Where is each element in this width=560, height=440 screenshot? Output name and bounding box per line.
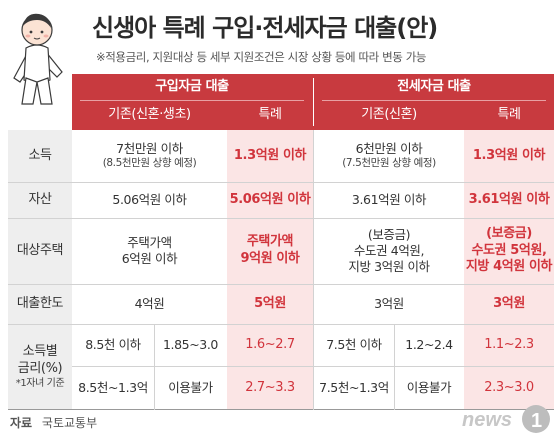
house-lease-special: (보증금) 수도권 5억원, 지방 4억원 이하 — [464, 218, 554, 284]
news1-logo: news 1 — [462, 405, 550, 433]
source-line: 자료 국토교통부 — [10, 414, 97, 431]
cell-text: 수도권 5억원, — [471, 242, 547, 258]
column-divider — [154, 324, 155, 410]
rate-lease-special-1: 1.1~2.3 — [464, 324, 554, 366]
cell-note: *1자녀 기준 — [15, 378, 65, 390]
lease-base-header: 기존(신혼) — [361, 106, 417, 122]
assets-lease-special: 3.61억원 이하 — [464, 182, 554, 218]
cell-text: (보증금) — [367, 226, 411, 242]
row-label-assets: 자산 — [8, 182, 72, 218]
purchase-special-header: 특례 — [258, 106, 282, 122]
income-purchase-special: 1.3억원 이하 — [227, 130, 313, 182]
rate-purchase-special-2: 2.7~3.3 — [227, 366, 313, 410]
cell-text: (보증금) — [486, 225, 532, 241]
limit-purchase-base: 4억원 — [134, 295, 165, 311]
logo-number: 1 — [531, 410, 542, 432]
column-divider — [313, 130, 314, 410]
cell-text: 지방 3억원 이하 — [348, 259, 430, 275]
limit-lease-base: 3억원 — [374, 295, 404, 311]
header-divider — [80, 100, 304, 101]
income-purchase-base: 7천만원 이하 (8.5천만원 상향 예정) — [72, 130, 227, 182]
cell-text: 7천만원 이하 — [116, 141, 183, 157]
house-lease-base: (보증금) 수도권 4억원, 지방 3억원 이하 — [314, 218, 464, 284]
row-label-rate: 소득별 금리(%) *1자녀 기준 — [8, 324, 72, 410]
cell-text: 6천만원 이하 — [355, 141, 423, 157]
cell-note: (8.5천만원 상향 예정) — [102, 157, 197, 170]
rate-lease-income-2: 7.5천~1.3억 — [319, 379, 389, 395]
cell-note: (7.5천만원 상향 예정) — [342, 157, 436, 170]
row-label-loan-limit: 대출한도 — [8, 284, 72, 324]
logo-circle — [522, 405, 550, 433]
rate-purchase-special-1: 1.6~2.7 — [227, 324, 313, 366]
cell-text: 주택가액 — [127, 234, 172, 250]
row-divider — [8, 182, 554, 183]
purchase-base-header: 기존(신혼·생초) — [108, 106, 191, 122]
lease-loan-header: 전세자금 대출 — [397, 78, 471, 94]
logo-text: news — [462, 409, 512, 431]
source-value: 국토교통부 — [41, 416, 98, 430]
row-divider — [8, 218, 554, 219]
rate-purchase-income-1: 8.5천 이하 — [85, 336, 141, 352]
purchase-loan-header: 구입자금 대출 — [155, 78, 229, 94]
house-purchase-special: 주택가액 9억원 이하 — [227, 218, 313, 284]
cell-text: 9억원 이하 — [240, 251, 300, 266]
header-divider — [313, 78, 314, 126]
row-label-target-house: 대상주택 — [8, 218, 72, 284]
cell-text: 소득별 — [22, 343, 58, 359]
source-label: 자료 — [10, 416, 33, 430]
rate-lease-income-1: 7.5천 이하 — [326, 336, 382, 352]
cell-text: 지방 4억원 이하 — [465, 259, 553, 275]
table-bottom-line — [8, 409, 554, 410]
rate-purchase-income-2: 8.5천~1.3억 — [78, 379, 148, 395]
page-title: 신생아 특례 구입·전세자금 대출(안) — [92, 14, 438, 42]
header-divider — [322, 100, 546, 101]
row-label-income: 소득 — [8, 130, 72, 182]
row-divider — [8, 284, 554, 285]
income-lease-special: 1.3억원 이하 — [464, 130, 554, 182]
limit-purchase-special: 5억원 — [227, 284, 313, 324]
rate-purchase-base-2: 이용불가 — [168, 379, 213, 395]
assets-lease-base: 3.61억원 이하 — [351, 191, 427, 207]
rate-lease-base-1: 1.2~2.4 — [405, 336, 453, 352]
row-divider — [8, 324, 554, 325]
cell-text: 수도권 4억원, — [353, 242, 425, 258]
limit-lease-special: 3억원 — [464, 284, 554, 324]
cell-text: 6억원 이하 — [121, 251, 178, 266]
assets-purchase-special: 5.06억원 이하 — [227, 182, 313, 218]
assets-purchase-base: 5.06억원 이하 — [112, 191, 187, 207]
baby-illustration — [13, 13, 63, 105]
loan-table: 구입자금 대출 전세자금 대출 기존(신혼·생초) 특례 기존(신혼) 특례 소… — [8, 74, 554, 410]
income-lease-base: 6천만원 이하 (7.5천만원 상향 예정) — [314, 130, 464, 182]
rate-lease-special-2: 2.3~3.0 — [464, 366, 554, 410]
rate-purchase-base-1: 1.85~3.0 — [163, 336, 218, 352]
house-purchase-base: 주택가액 6억원 이하 — [72, 218, 227, 284]
rate-lease-base-2: 이용불가 — [406, 379, 452, 395]
column-divider — [394, 324, 395, 410]
cell-text: 금리(%) — [17, 360, 63, 376]
lease-special-header: 특례 — [497, 106, 521, 122]
cell-text: 주택가액 — [246, 234, 294, 250]
page-note: ※적용금리, 지원대상 등 세부 지원조건은 시장 상황 등에 따라 변동 가능 — [96, 50, 427, 64]
